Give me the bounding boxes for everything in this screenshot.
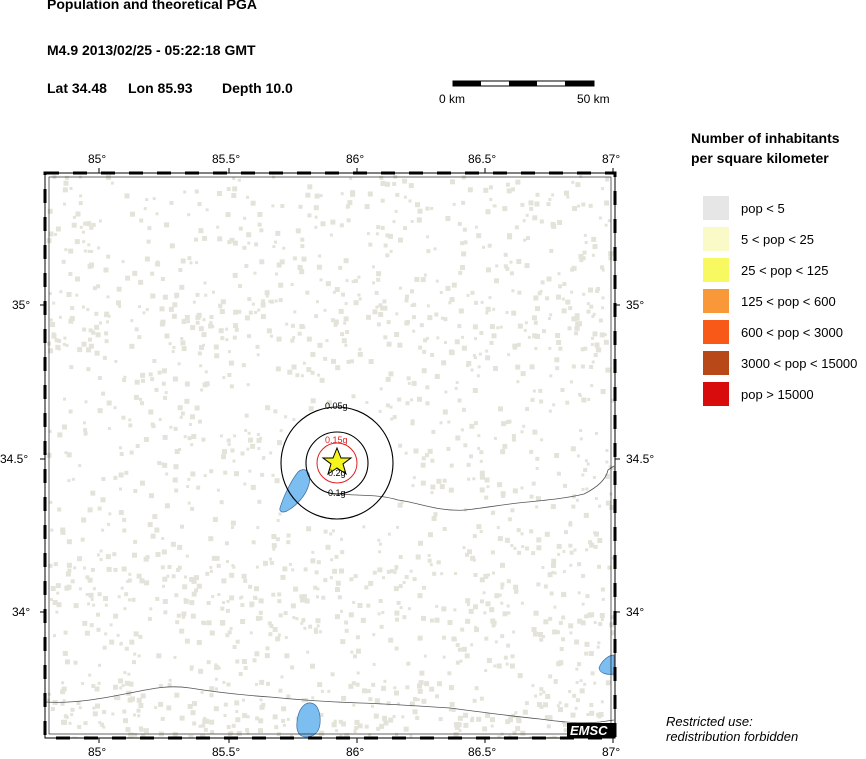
lon-tick-top-86.5: 86.5°: [468, 152, 496, 166]
legend-item: 5 < pop < 25: [703, 226, 814, 252]
restricted-notice: Restricted use: redistribution forbidden: [666, 714, 798, 744]
lake-west: [279, 469, 311, 513]
lon-tick-bottom-85: 85°: [88, 745, 106, 759]
lon-label: Lon 85.93: [128, 80, 193, 96]
lake-south: [296, 702, 321, 738]
legend-item: 125 < pop < 600: [703, 288, 836, 314]
depth-label: Depth 10.0: [222, 80, 293, 96]
legend-item: 600 < pop < 3000: [703, 319, 843, 345]
boundary-line-middle: [339, 465, 615, 511]
lat-label: Lat 34.48: [47, 80, 107, 96]
lon-tick-bottom-87: 87°: [602, 745, 620, 759]
lon-tick-top-85.5: 85.5°: [212, 152, 240, 166]
pga-contour-005: [280, 406, 394, 520]
lat-tick-left-34: 34°: [12, 605, 30, 619]
lat-tick-right-34: 34°: [626, 605, 644, 619]
population-cells: [46, 174, 615, 738]
lon-tick-bottom-85.5: 85.5°: [212, 745, 240, 759]
legend-swatch: [703, 196, 729, 220]
legend-swatch: [703, 382, 729, 406]
legend-label: 3000 < pop < 15000: [741, 355, 858, 371]
lake-east: [598, 654, 615, 675]
emsc-logo-text: EMSC: [570, 723, 608, 738]
legend-label: pop > 15000: [741, 386, 814, 402]
legend-item: pop > 15000: [703, 381, 814, 407]
epicenter-star-icon: [321, 446, 353, 476]
emsc-logo: [567, 723, 615, 738]
legend-item: 25 < pop < 125: [703, 257, 828, 283]
legend-swatch: [703, 320, 729, 344]
restricted-line2: redistribution forbidden: [666, 729, 799, 744]
contour-label-005: 0.05g: [325, 401, 348, 411]
lon-tick-top-85: 85°: [88, 152, 106, 166]
lat-tick-left-35: 35°: [12, 298, 30, 312]
lat-tick-right-35: 35°: [626, 298, 644, 312]
contour-label-01: 0.1g: [328, 488, 346, 498]
legend-title-line1: Number of inhabitants: [691, 130, 840, 146]
lon-tick-top-86: 86°: [346, 152, 364, 166]
lon-tick-bottom-86: 86°: [346, 745, 364, 759]
legend-title-line2: per square kilometer: [691, 150, 829, 166]
event-info: M4.9 2013/02/25 - 05:22:18 GMT: [47, 42, 256, 58]
map-title: Population and theoretical PGA: [47, 0, 258, 12]
legend-label: 25 < pop < 125: [741, 262, 829, 278]
legend-swatch: [703, 351, 729, 375]
boundary-line-south: [44, 686, 615, 724]
legend-label: pop < 5: [741, 200, 785, 216]
legend-item: pop < 5: [703, 195, 785, 221]
legend-title: Number of inhabitants per square kilomet…: [691, 128, 840, 168]
lon-tick-bottom-86.5: 86.5°: [468, 745, 496, 759]
lat-tick-right-34.5: 34.5°: [626, 452, 654, 466]
legend-label: 600 < pop < 3000: [741, 324, 843, 340]
pga-contour-015: [316, 442, 358, 484]
legend-swatch: [703, 258, 729, 282]
contour-label-02: 0.2g: [328, 468, 346, 478]
contour-label-015: 0.15g: [325, 435, 348, 445]
map-background: [45, 173, 615, 738]
legend-swatch: [703, 289, 729, 313]
restricted-line1: Restricted use:: [666, 714, 753, 729]
lon-tick-top-87: 87°: [602, 152, 620, 166]
legend-item: 3000 < pop < 15000: [703, 350, 857, 376]
legend-label: 5 < pop < 25: [741, 231, 815, 247]
pga-contour-01: [305, 431, 369, 495]
legend-label: 125 < pop < 600: [741, 293, 836, 309]
legend-swatch: [703, 227, 729, 251]
lat-tick-left-34.5: 34.5°: [0, 452, 28, 466]
